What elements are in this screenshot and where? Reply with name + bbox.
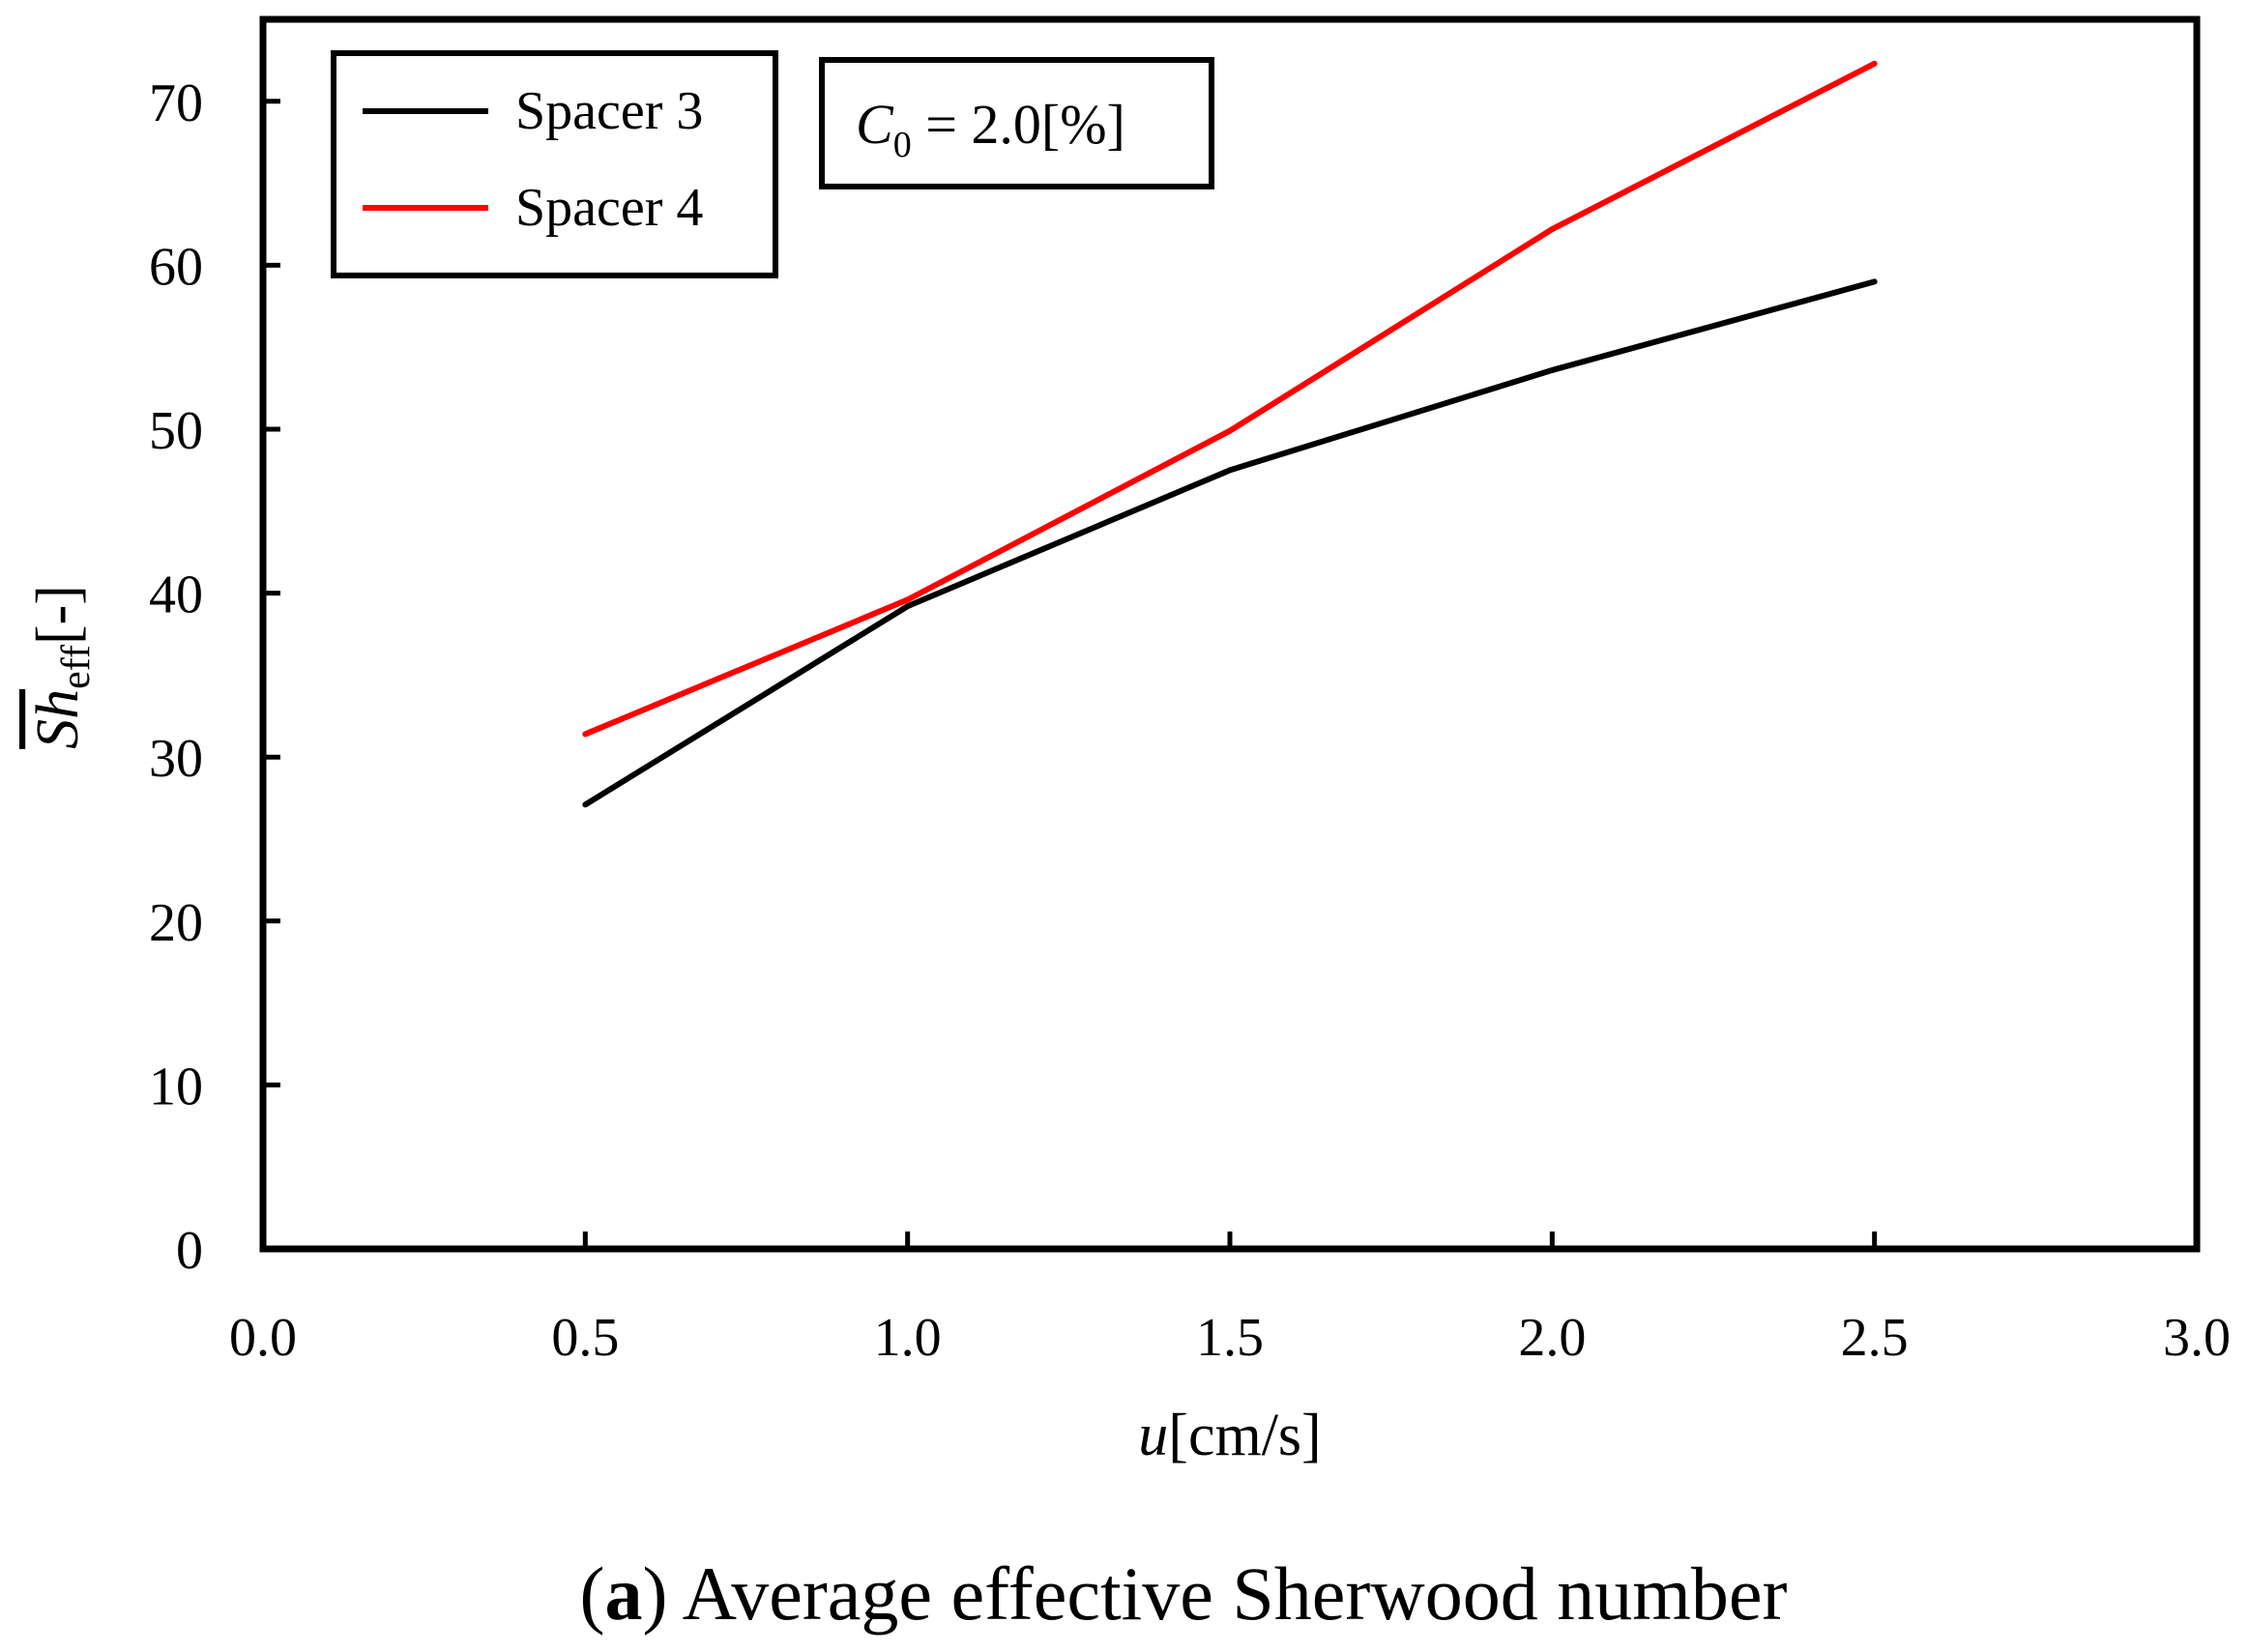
y-tick-label: 40	[149, 565, 203, 625]
y-tick-label: 50	[149, 401, 203, 461]
legend-label-spacer-4: Spacer 4	[515, 178, 703, 238]
data-point	[1227, 427, 1233, 434]
y-axis-sub: eff	[54, 645, 99, 689]
data-point	[904, 603, 911, 610]
x-tick-label: 2.5	[1841, 1308, 1909, 1368]
series-line-spacer-3	[583, 278, 1876, 807]
legend: Spacer 3 Spacer 4	[331, 50, 778, 278]
data-point	[1871, 278, 1878, 285]
annotation-var: C	[856, 93, 894, 156]
series-layer	[582, 60, 1878, 808]
svg-text:Sheff[-]: Sheff[-]	[25, 585, 99, 749]
y-tick-label: 60	[149, 237, 203, 297]
x-tick-label: 2.0	[1518, 1308, 1586, 1368]
caption-close: )	[642, 1551, 667, 1636]
x-axis-unit: [cm/s]	[1168, 1403, 1321, 1468]
y-tick-label: 20	[149, 893, 203, 953]
legend-label-spacer-3: Spacer 3	[515, 81, 703, 141]
data-point	[1227, 467, 1233, 474]
data-point	[1871, 60, 1878, 67]
x-tick-label: 1.5	[1196, 1308, 1264, 1368]
annotation-box	[819, 57, 1214, 189]
y-tick-label: 0	[176, 1221, 203, 1281]
caption-open: (	[580, 1551, 605, 1636]
x-tick-label: 3.0	[2163, 1308, 2231, 1368]
legend-box	[331, 50, 778, 278]
y-axis: 0 10 20 30 40 50 60 70	[149, 73, 280, 1281]
y-tick-label: 30	[149, 729, 203, 789]
data-point	[1549, 366, 1556, 373]
concentration-annotation: C0 = 2.0[%]	[819, 57, 1214, 189]
x-axis-var: u	[1138, 1403, 1168, 1468]
data-point	[582, 731, 589, 738]
annotation-rest: = 2.0[%]	[912, 93, 1125, 156]
annotation-text: C0 = 2.0[%]	[856, 93, 1125, 165]
x-axis: 0.0 0.5 1.0 1.5 2.0 2.5 3.0	[229, 1232, 2231, 1368]
y-tick-label: 70	[149, 73, 203, 133]
x-tick-label: 1.0	[874, 1308, 942, 1368]
x-tick-label: 0.5	[551, 1308, 619, 1368]
data-point	[904, 596, 911, 603]
data-point	[1549, 226, 1556, 233]
series-line-spacer-4	[584, 61, 1877, 738]
data-point	[582, 801, 589, 808]
annotation-sub: 0	[893, 125, 912, 165]
figure-caption: (a) Average effective Sherwood number	[580, 1551, 1788, 1636]
caption-letter: a	[604, 1551, 642, 1636]
y-axis-title: Sheff[-]	[25, 585, 99, 749]
x-tick-label: 0.0	[229, 1308, 297, 1368]
y-tick-label: 10	[149, 1057, 203, 1116]
caption-text: Average effective Sherwood number	[667, 1551, 1787, 1636]
y-axis-unit: [-]	[25, 585, 91, 645]
y-axis-var: Sh	[25, 689, 91, 749]
x-axis-title: u[cm/s]	[1138, 1403, 1321, 1468]
